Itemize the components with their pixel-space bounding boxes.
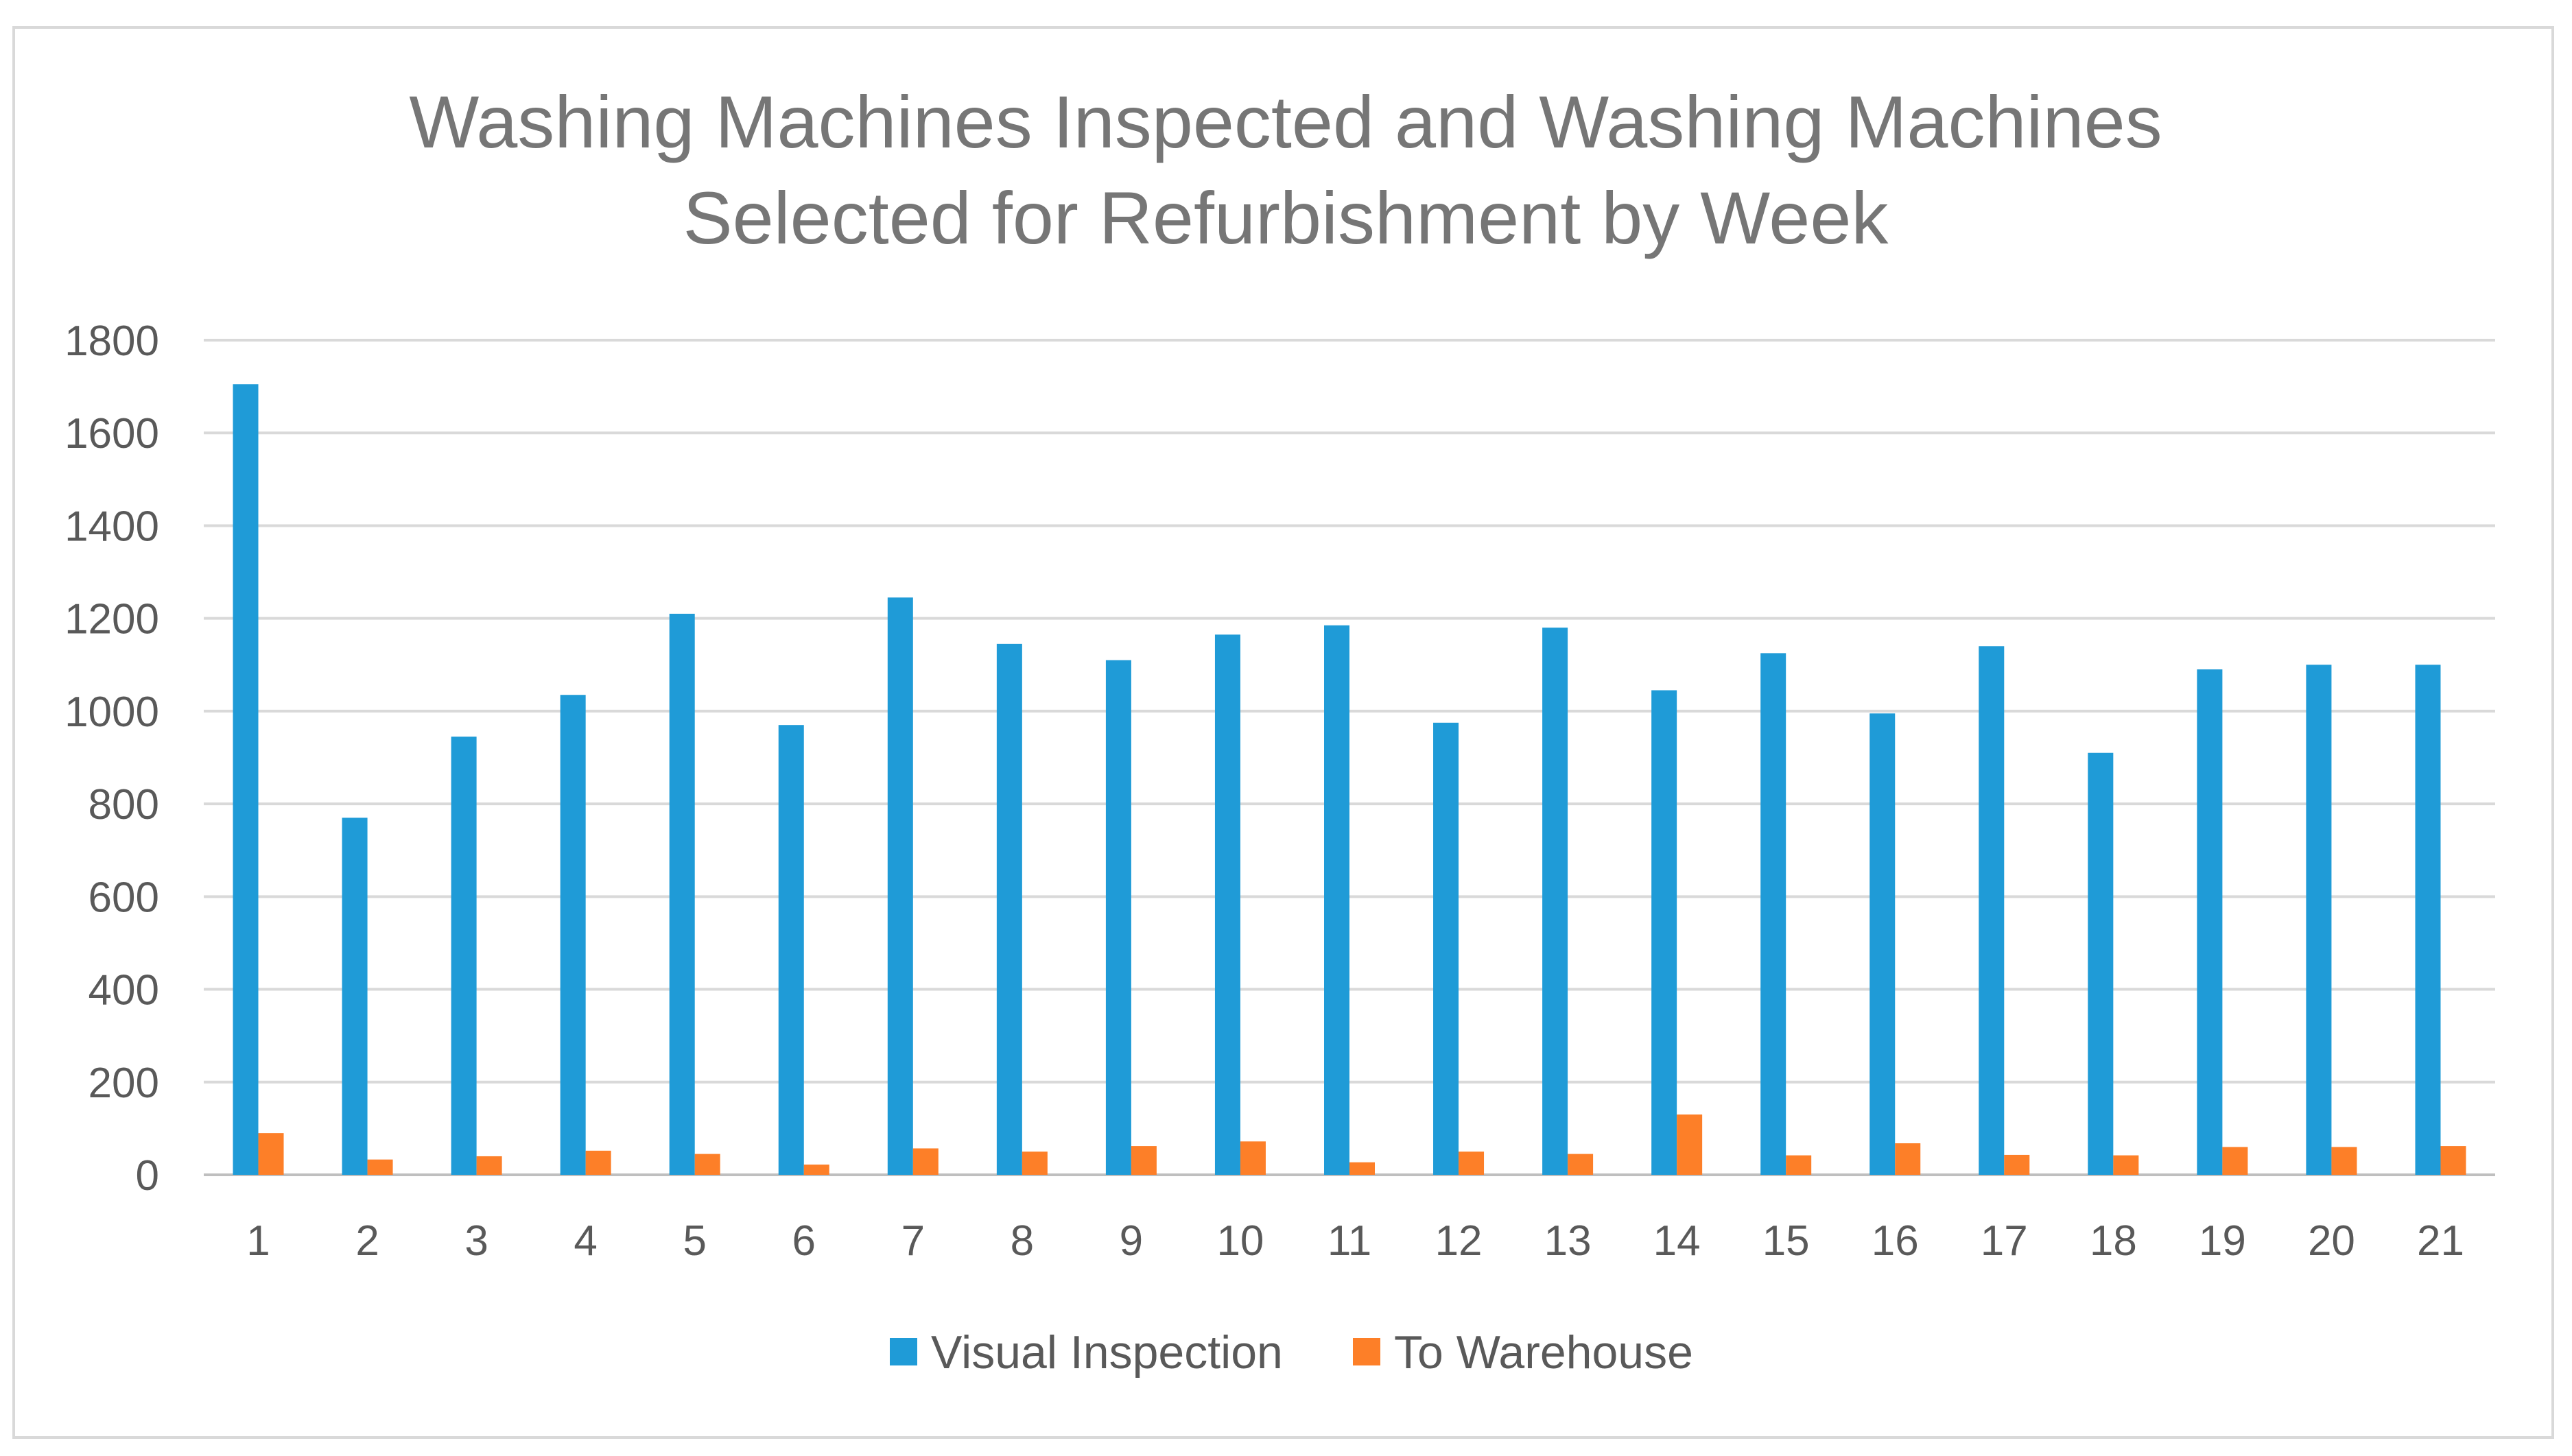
bar-to-warehouse — [1131, 1146, 1157, 1175]
x-tick-label: 14 — [1653, 1217, 1701, 1265]
chart-frame — [12, 26, 2554, 1439]
y-tick-label: 1800 — [64, 318, 159, 365]
legend-swatch — [890, 1338, 917, 1365]
bar-to-warehouse — [1240, 1141, 1266, 1175]
bar-to-warehouse — [1568, 1154, 1594, 1175]
bar-visual-inspection — [1214, 634, 1240, 1175]
bar-visual-inspection — [1542, 628, 1568, 1175]
x-tick-label: 7 — [901, 1217, 925, 1265]
x-axis-ticks: 1 2 3 4 5 6 7 8 9 10 11 12 13 14 15 16 17 18 19 20 21 — [246, 1217, 2464, 1265]
y-tick-label: 600 — [89, 874, 159, 921]
bar-visual-inspection — [996, 643, 1022, 1175]
bar-visual-inspection — [2306, 665, 2332, 1175]
x-tick-label: 10 — [1216, 1217, 1264, 1265]
bars — [233, 384, 2466, 1175]
y-tick-label: 1400 — [64, 503, 159, 550]
bar-to-warehouse — [258, 1133, 284, 1175]
chart-title-line-2: Selected for Refurbishment by Week — [683, 176, 1889, 259]
bar-visual-inspection — [2197, 669, 2223, 1175]
bar-to-warehouse — [1677, 1114, 1703, 1175]
bar-visual-inspection — [1324, 625, 1349, 1175]
bar-to-warehouse — [476, 1156, 502, 1175]
y-axis-ticks: 0 200 400 600 800 1000 1200 1400 1600 1800 — [64, 318, 159, 1200]
x-tick-label: 18 — [2090, 1217, 2137, 1265]
bar-to-warehouse — [1895, 1143, 1921, 1175]
bar-visual-inspection — [2088, 752, 2114, 1175]
bar-to-warehouse — [585, 1150, 611, 1175]
x-tick-label: 17 — [1981, 1217, 2028, 1265]
y-tick-label: 200 — [89, 1060, 159, 1107]
bar-visual-inspection — [669, 613, 695, 1175]
bar-visual-inspection — [342, 817, 368, 1175]
bar-visual-inspection — [887, 597, 913, 1175]
y-tick-label: 1200 — [64, 596, 159, 643]
x-tick-label: 20 — [2308, 1217, 2355, 1265]
bar-visual-inspection — [1869, 713, 1896, 1175]
bar-visual-inspection — [1105, 660, 1131, 1175]
y-tick-label: 0 — [136, 1152, 159, 1200]
x-tick-label: 5 — [683, 1217, 706, 1265]
x-tick-label: 8 — [1011, 1217, 1034, 1265]
x-tick-label: 19 — [2199, 1217, 2246, 1265]
bar-to-warehouse — [2222, 1147, 2248, 1175]
y-tick-label: 1000 — [64, 689, 159, 736]
y-tick-label: 800 — [89, 781, 159, 828]
x-tick-label: 15 — [1762, 1217, 1810, 1265]
bar-visual-inspection — [2415, 665, 2441, 1175]
x-tick-label: 1 — [246, 1217, 270, 1265]
bar-to-warehouse — [2004, 1154, 2030, 1175]
bar-to-warehouse — [694, 1154, 720, 1175]
bar-to-warehouse — [367, 1159, 393, 1175]
bar-to-warehouse — [1786, 1155, 1812, 1175]
bar-visual-inspection — [1760, 653, 1786, 1175]
bar-visual-inspection — [778, 725, 804, 1175]
x-tick-label: 21 — [2417, 1217, 2464, 1265]
y-tick-label: 1600 — [64, 410, 159, 457]
bar-to-warehouse — [1349, 1162, 1375, 1175]
x-tick-label: 12 — [1435, 1217, 1483, 1265]
bar-visual-inspection — [1979, 646, 2005, 1175]
bar-to-warehouse — [2440, 1146, 2466, 1175]
x-tick-label: 9 — [1120, 1217, 1143, 1265]
x-tick-label: 16 — [1872, 1217, 1919, 1265]
bar-to-warehouse — [1459, 1151, 1485, 1175]
bar-visual-inspection — [233, 384, 259, 1175]
x-tick-label: 11 — [1328, 1217, 1371, 1265]
legend-label: Visual Inspection — [931, 1326, 1283, 1379]
x-tick-label: 3 — [464, 1217, 488, 1265]
x-tick-label: 4 — [574, 1217, 597, 1265]
bar-visual-inspection — [560, 695, 586, 1175]
bar-visual-inspection — [1651, 690, 1677, 1175]
bar-to-warehouse — [912, 1148, 939, 1175]
bar-visual-inspection — [1433, 722, 1459, 1175]
x-tick-label: 13 — [1544, 1217, 1592, 1265]
y-tick-label: 400 — [89, 967, 159, 1014]
legend-label: To Warehouse — [1394, 1326, 1693, 1379]
legend: Visual Inspection To Warehouse — [890, 1326, 1693, 1379]
x-tick-label: 2 — [355, 1217, 379, 1265]
bar-visual-inspection — [451, 737, 477, 1175]
bar-to-warehouse — [1022, 1151, 1048, 1175]
bar-to-warehouse — [2331, 1147, 2357, 1175]
bar-to-warehouse — [2113, 1155, 2139, 1175]
bar-to-warehouse — [803, 1165, 829, 1175]
x-tick-label: 6 — [792, 1217, 816, 1265]
chart-title-line-1: Washing Machines Inspected and Washing M… — [409, 80, 2162, 163]
legend-swatch — [1353, 1338, 1380, 1365]
